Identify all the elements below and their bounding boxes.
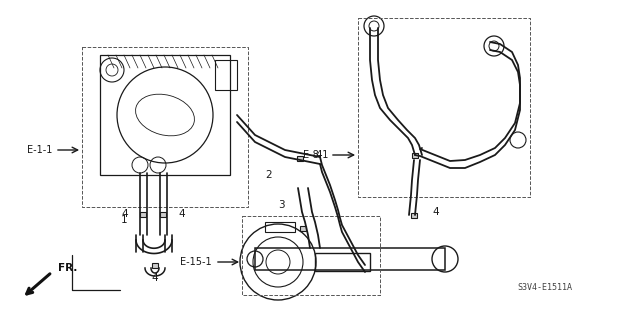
Text: E-15-1: E-15-1 — [180, 257, 212, 267]
Text: 4: 4 — [315, 150, 322, 160]
Text: 3: 3 — [278, 200, 285, 210]
Text: 4: 4 — [122, 209, 128, 219]
Text: 4: 4 — [178, 209, 184, 219]
Text: 4: 4 — [152, 273, 158, 283]
Bar — [300, 226, 306, 231]
Bar — [297, 155, 303, 160]
Text: E-8-1: E-8-1 — [303, 150, 328, 160]
Text: 2: 2 — [265, 170, 271, 180]
Text: 4: 4 — [432, 207, 438, 217]
Text: E-1-1: E-1-1 — [27, 145, 52, 155]
Bar — [152, 263, 158, 268]
Bar — [412, 152, 418, 158]
Bar — [411, 212, 417, 218]
Text: 1: 1 — [120, 215, 127, 225]
Bar — [160, 211, 166, 217]
Text: FR.: FR. — [58, 263, 77, 273]
Text: S3V4-E1511A: S3V4-E1511A — [518, 284, 573, 293]
Bar — [140, 211, 146, 217]
